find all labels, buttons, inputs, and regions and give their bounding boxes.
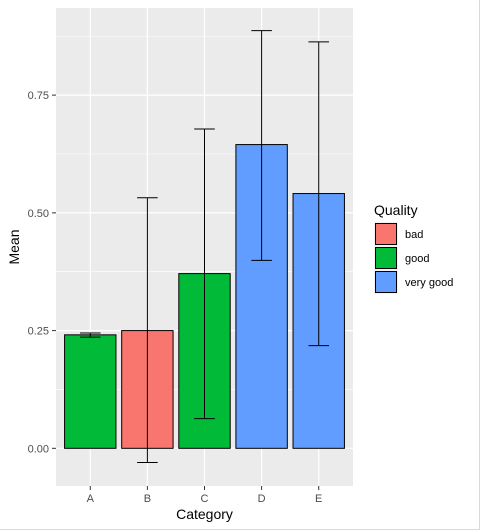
y-axis-title: Mean (6, 229, 22, 264)
legend-item-bad: bad (374, 222, 423, 246)
legend-swatch (375, 247, 397, 269)
error-bars (79, 30, 330, 463)
y-tick-label: 0.25 (28, 326, 49, 338)
legend-swatch (375, 271, 397, 293)
x-tick-label: E (315, 493, 322, 505)
errorbar-a (79, 332, 101, 338)
x-tick-label: D (258, 493, 266, 505)
legend-item-very-good: very good (374, 270, 453, 294)
legend-label: good (405, 253, 429, 265)
x-tick-label: B (144, 493, 151, 505)
x-axis: A B C D E (87, 486, 322, 505)
y-tick-label: 0.50 (28, 208, 49, 220)
errorbar-d (251, 30, 272, 261)
x-tick-label: A (87, 493, 95, 505)
y-axis: 0.00 0.25 0.50 0.75 (28, 90, 56, 455)
legend-item-good: good (374, 246, 429, 270)
y-tick-label: 0.00 (28, 443, 49, 455)
legend: Quality bad good very good (374, 202, 453, 294)
legend-swatch (375, 223, 397, 245)
x-tick-label: C (201, 493, 209, 505)
legend-title: Quality (374, 202, 418, 218)
errorbar-b (137, 197, 158, 463)
y-tick-label: 0.75 (28, 90, 49, 102)
errorbar-c (194, 128, 215, 420)
legend-label: very good (405, 277, 453, 289)
x-axis-title: Category (176, 506, 233, 522)
legend-label: bad (405, 229, 423, 241)
bar-a (64, 334, 117, 449)
errorbar-e (308, 41, 330, 347)
